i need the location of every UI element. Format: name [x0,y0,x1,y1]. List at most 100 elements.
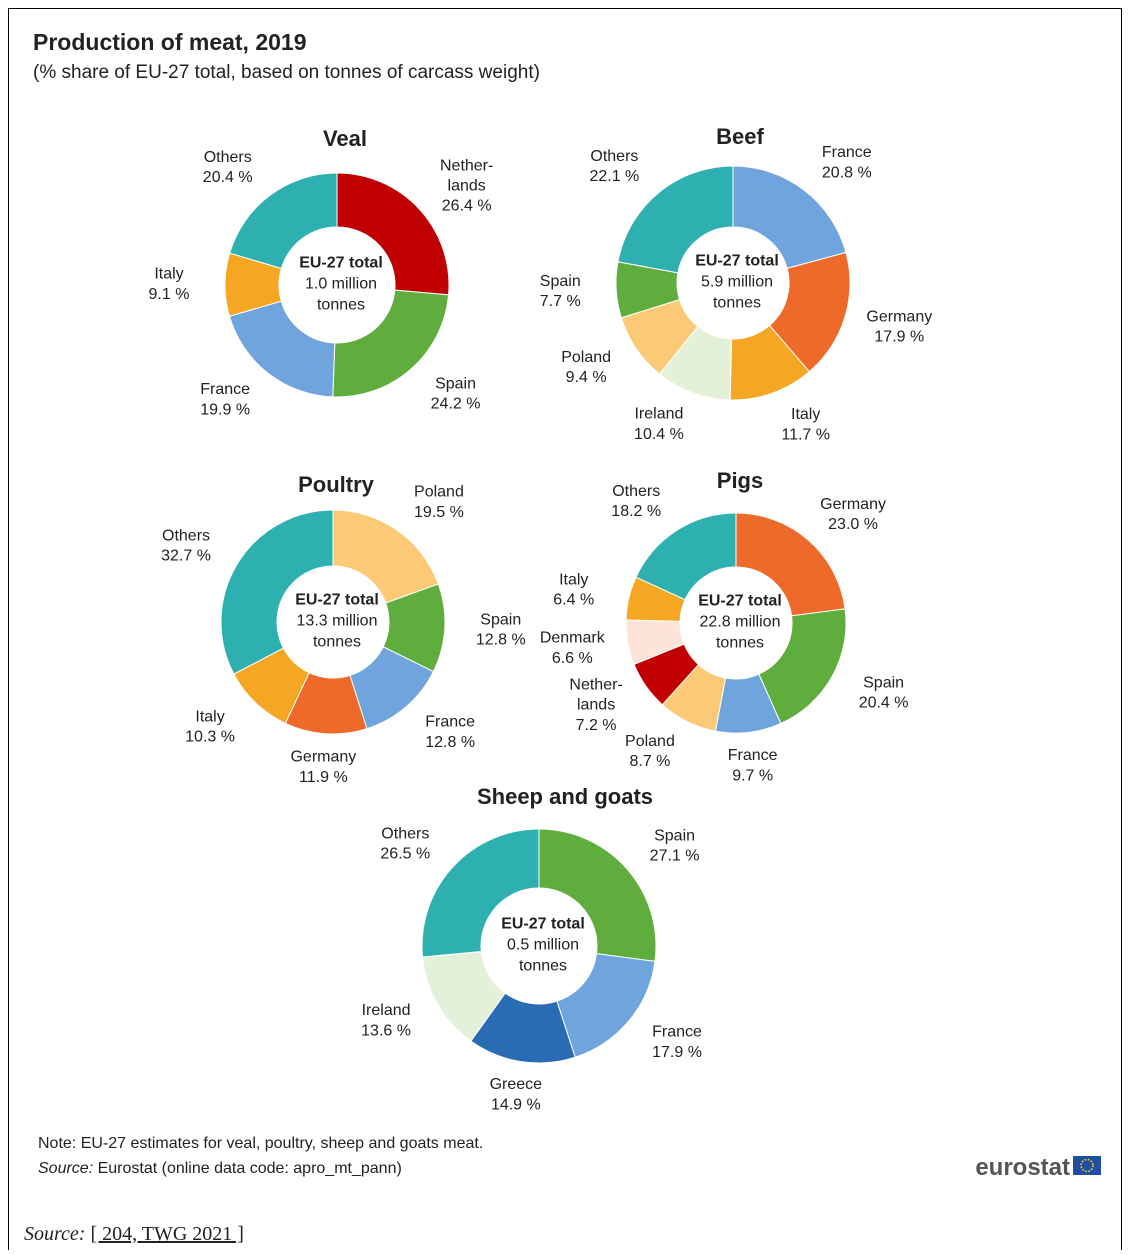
category-line: Germany [820,496,886,513]
value-label: 19.9 % [200,401,250,418]
value-label: 26.4 % [442,198,492,215]
center-label: EU-27 total [501,916,585,933]
slice [617,165,734,274]
center-label: 22.8 million [700,614,781,631]
category-label: France [652,1024,702,1041]
slice [635,512,737,601]
category-line: Italy [154,266,183,283]
value-label: 17.9 % [652,1044,702,1061]
category-label: France [822,144,872,161]
category-label: Germany [866,309,932,326]
slice [735,512,846,617]
center-label: EU-27 total [295,592,379,609]
slice [332,509,440,604]
category-label: Poland [561,349,611,366]
center-label: 1.0 million [305,276,377,293]
category-line: Spain [654,828,695,845]
slice [220,509,334,675]
value-label: 8.7 % [629,753,670,770]
category-label: Others [204,149,252,166]
category-line: Denmark [540,630,606,647]
footer-link[interactable]: [ 204, TWG 2021 ] [90,1223,244,1245]
category-label: Germany [290,749,356,766]
footer: Source: [ 204, TWG 2021 ] [24,1223,244,1245]
value-label: 11.7 % [781,426,830,443]
value-label: 22.1 % [589,168,639,185]
category-label: France [728,747,778,764]
value-label: 12.8 % [476,631,526,648]
value-label: 17.9 % [874,329,924,346]
value-label: 20.8 % [822,164,872,181]
value-label: 13.6 % [361,1022,411,1039]
category-line: Germany [290,749,356,766]
slice [229,172,338,270]
center-label: 0.5 million [507,937,579,954]
frame [8,8,1122,1250]
slice [332,289,450,398]
footer-label: Source: [24,1223,85,1245]
slice [538,828,657,962]
title: Production of meat, 2019 [33,29,307,55]
center-label: tonnes [313,634,361,651]
category-line: France [822,144,872,161]
category-line: Spain [540,273,581,290]
category-label: Others [590,148,638,165]
eu-flag [1073,1156,1101,1175]
slice [732,165,847,270]
center-label: EU-27 total [698,593,782,610]
category-line: Others [204,149,252,166]
category-line: Italy [195,709,224,726]
category-line: Spain [480,611,521,628]
value-label: 19.5 % [414,504,464,521]
center-label: 5.9 million [701,274,773,291]
slice [556,953,656,1058]
source-text: Eurostat (online data code: apro_mt_pann… [98,1160,402,1177]
slice [421,828,540,958]
category-line: Others [381,826,429,843]
category-line: France [425,714,475,731]
center-label: EU-27 total [299,255,383,272]
category-label: France [200,381,250,398]
value-label: 10.4 % [634,426,684,443]
category-label: Others [612,483,660,500]
category-line: Ireland [362,1002,411,1019]
value-label: 14.9 % [491,1096,541,1113]
category-label: Germany [820,496,886,513]
category-label: Spain [435,376,476,393]
center-label: EU-27 total [695,253,779,270]
category-label: Ireland [634,406,683,423]
chart-title: Beef [716,124,764,149]
category-line: Nether- [440,158,493,175]
category-line: Nether- [569,677,622,694]
value-label: 23.0 % [828,516,878,533]
source-label: Source: [38,1160,93,1177]
category-line: France [652,1024,702,1041]
value-label: 6.4 % [553,592,594,609]
chart-title: Sheep and goats [477,784,653,809]
chart-title: Veal [323,126,367,151]
value-label: 6.6 % [552,650,593,667]
chart-title: Poultry [298,472,375,497]
category-label: Greece [490,1076,543,1093]
value-label: 24.2 % [431,396,481,413]
value-label: 7.7 % [540,293,581,310]
note: Note: EU-27 estimates for veal, poultry,… [38,1135,483,1152]
category-label: Spain [863,675,904,692]
center-label: tonnes [317,297,365,314]
value-label: 9.4 % [566,369,607,386]
category-label: Ireland [362,1002,411,1019]
category-line: Poland [625,733,675,750]
category-label: Italy [559,572,588,589]
slice [336,172,450,296]
category-label: Spain [540,273,581,290]
category-line: lands [577,697,615,714]
category-line: Italy [559,572,588,589]
source: Source: Eurostat (online data code: apro… [38,1160,402,1177]
category-label: Denmark [540,630,606,647]
category-line: Italy [791,406,820,423]
value-label: 10.3 % [185,729,235,746]
value-label: 27.1 % [650,848,700,865]
category-label: Nether-lands [440,158,493,195]
category-label: Spain [654,828,695,845]
